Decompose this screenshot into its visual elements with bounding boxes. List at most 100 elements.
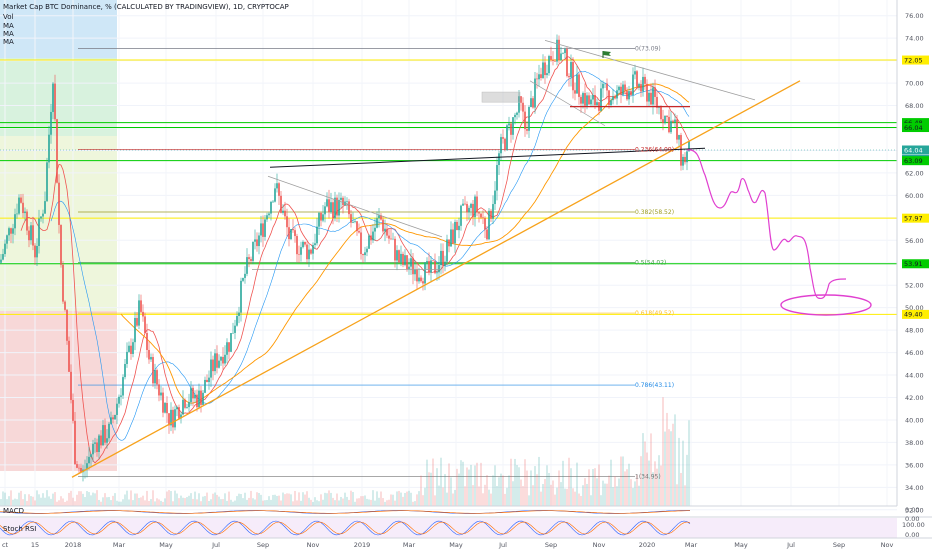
volume-bar [328,490,330,506]
candle-body [492,204,494,219]
candle-body [310,249,312,254]
volume-bar [56,501,58,506]
volume-bar [618,478,620,506]
candle-body [326,199,328,207]
volume-bar [90,495,92,506]
volume-bar [128,499,130,506]
volume-bar [212,493,214,506]
candle-body [288,227,290,240]
candle-body [338,199,340,216]
candle-body [26,211,28,231]
candle-body [550,56,552,60]
volume-bar [674,414,676,506]
candle-body [352,221,354,223]
volume-bar [114,493,116,506]
volume-bar [426,459,428,506]
volume-bar [216,494,218,506]
volume-bar [80,491,82,506]
volume-bar [392,494,394,506]
candle-body [266,215,268,220]
volume-bar [406,491,408,506]
volume-bar [526,470,528,506]
volume-bar [234,500,236,506]
volume-bar [24,494,26,506]
candle-body [466,203,468,213]
time-axis[interactable]: ct 15 2018 Mar May Jul Sep Nov 2019 Mar May Jul Sep N… [2,541,894,549]
candle-body [132,342,134,354]
volume-bar [516,465,518,506]
volume-bar [566,488,568,506]
candle-body [548,56,550,74]
volume-bar [544,479,546,506]
volume-bar [416,494,418,506]
candle-body [410,258,412,267]
candle-body [50,111,52,135]
candle-body [346,201,348,202]
green-zone [0,58,117,136]
candle-body [80,467,82,473]
candle-body [300,247,302,255]
badge-bg-8 [902,309,929,319]
candle-body [444,261,446,266]
candle-body [650,92,652,105]
volume-bar [638,485,640,506]
candle-body [348,201,350,215]
volume-bar [332,497,334,506]
fib-label-1: 0.236(64.09) [635,146,674,153]
candle-body [16,213,18,215]
candle-body [516,112,518,115]
volume-bar [204,496,206,506]
candle-body [136,317,138,326]
candle-body [52,83,54,112]
candle-body [196,394,198,408]
candle-body [664,115,666,124]
volume-bar [600,495,602,506]
volume-bar [624,471,626,506]
candle-body [580,96,582,104]
volume-bar [574,491,576,506]
volume-bar [308,497,310,506]
volume-bar [670,431,672,506]
badge-1: 66.48 [904,119,923,127]
volume-bar [278,495,280,506]
volume-bar [596,478,598,506]
candle-body [304,241,306,245]
candle-body [276,183,278,189]
volume-bar [302,492,304,506]
stoch-axis-top: 100.00 [902,521,925,529]
volume-bar [370,499,372,506]
volume-bar [540,491,542,506]
candle-body [394,238,396,261]
candle-body [502,137,504,139]
volume-bar [412,501,414,506]
volume-bar [338,500,340,506]
y-tick-7: 62.00 [905,169,924,177]
candle-body [212,359,214,372]
ma-line-1 [20,56,690,464]
volume-bar [226,500,228,506]
volume-bar [420,475,422,506]
volume-bar [372,490,374,506]
candle-body [642,76,644,92]
volume-bar [258,492,260,506]
candle-body [156,370,158,385]
volume-bar [498,477,500,506]
x-tick-11: Jul [498,541,507,549]
volume-bar [306,491,308,506]
candle-body [104,425,106,443]
volume-bar [202,496,204,506]
volume-bar [572,488,574,506]
volume-bar [218,496,220,506]
candle-body [76,464,78,468]
volume-bar [490,493,492,506]
volume-bar [602,480,604,506]
volume-bar [546,465,548,506]
candle-body [488,210,490,240]
candle-body [584,93,586,106]
y-tick-8: 60.00 [905,192,924,200]
legend-ma-1: MA [3,22,14,30]
candle-body [456,221,458,231]
volume-bar [66,500,68,506]
